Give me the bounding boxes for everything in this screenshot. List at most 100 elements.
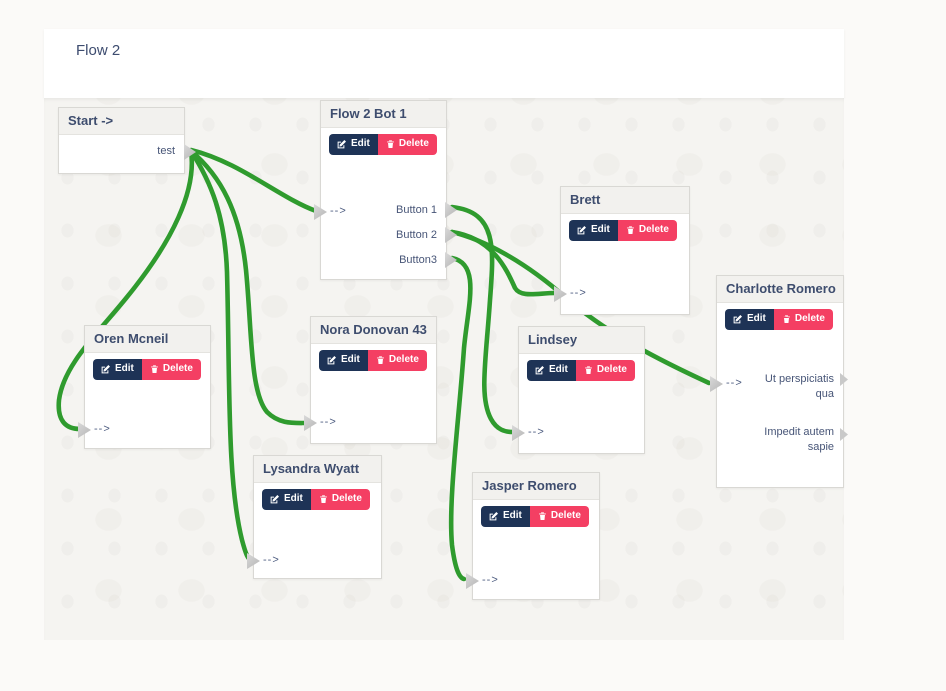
delete-button-label: Delete (398, 138, 429, 149)
input-port[interactable] (710, 376, 723, 392)
node-jasper[interactable]: Jasper Romero Edit Delete --> (466, 472, 600, 600)
input-port[interactable] (466, 573, 479, 589)
node-actions: Edit Delete (725, 309, 843, 330)
edit-button[interactable]: Edit (569, 220, 618, 241)
pencil-icon (101, 365, 110, 374)
connection-button1-lindsey[interactable] (449, 204, 516, 435)
edit-button-label: Edit (284, 493, 303, 504)
delete-button[interactable]: Delete (367, 350, 427, 371)
node-lysandra[interactable]: Lysandra Wyatt Edit Delete --> (247, 455, 382, 579)
node-title: Start -> (59, 108, 184, 135)
node-oren[interactable]: Oren Mcneil Edit Delete --> (78, 325, 211, 449)
output-port[interactable] (840, 373, 848, 386)
delete-button[interactable]: Delete (310, 489, 370, 510)
connection-test-bot1[interactable] (188, 147, 319, 214)
edit-button[interactable]: Edit (93, 359, 142, 380)
input-label: --> (726, 377, 743, 389)
trash-icon (585, 366, 592, 374)
node-bot1[interactable]: Flow 2 Bot 1 Edit Delete --> Button 1 Bu… (314, 100, 457, 280)
trash-icon (783, 315, 790, 323)
output-label: Ut perspiciatis qua (764, 373, 834, 400)
edit-button[interactable]: Edit (527, 360, 576, 381)
node-start[interactable]: Start -> test (58, 107, 196, 174)
output-label-test: test (157, 145, 175, 157)
pencil-icon (535, 366, 544, 375)
delete-button-label: Delete (794, 313, 825, 324)
edit-button-label: Edit (341, 354, 360, 365)
node-actions: Edit Delete (481, 506, 599, 527)
input-label: --> (570, 287, 587, 299)
node-actions: Edit Delete (319, 350, 436, 371)
trash-icon (387, 140, 394, 148)
input-label: --> (330, 205, 347, 217)
pencil-icon (327, 356, 336, 365)
node-brett[interactable]: Brett Edit Delete --> (554, 186, 690, 315)
edit-button[interactable]: Edit (481, 506, 530, 527)
node-title: Oren Mcneil (85, 326, 210, 353)
node-title: Charlotte Romero (717, 276, 843, 303)
input-port[interactable] (247, 553, 260, 569)
pencil-icon (733, 315, 742, 324)
output-label: Impedit autem sapie (764, 426, 834, 453)
pencil-icon (337, 140, 346, 149)
node-title: Jasper Romero (473, 473, 599, 500)
edit-button[interactable]: Edit (262, 489, 311, 510)
edit-button[interactable]: Edit (329, 134, 378, 155)
node-lindsey[interactable]: Lindsey Edit Delete --> (512, 326, 645, 454)
output-label: Button 1 (396, 204, 437, 216)
output-port[interactable] (840, 428, 848, 441)
input-port[interactable] (554, 286, 567, 302)
trash-icon (320, 495, 327, 503)
node-title: Nora Donovan 43 (311, 317, 436, 344)
input-label: --> (482, 574, 499, 586)
connection-test-oren[interactable] (56, 148, 195, 432)
node-actions: Edit Delete (527, 360, 644, 381)
node-actions: Edit Delete (93, 359, 210, 380)
delete-button-label: Delete (162, 363, 193, 374)
input-label: --> (528, 426, 545, 438)
pencil-icon (270, 495, 279, 504)
node-nora[interactable]: Nora Donovan 43 Edit Delete --> (304, 316, 437, 444)
delete-button[interactable]: Delete (377, 134, 437, 155)
output-label: Button3 (399, 254, 437, 266)
node-title: Lindsey (519, 327, 644, 354)
delete-button[interactable]: Delete (773, 309, 833, 330)
trash-icon (377, 356, 384, 364)
edit-button[interactable]: Edit (725, 309, 774, 330)
input-label: --> (320, 416, 337, 428)
delete-button[interactable]: Delete (575, 360, 635, 381)
delete-button-label: Delete (331, 493, 362, 504)
node-actions: Edit Delete (262, 489, 381, 510)
output-label: Button 2 (396, 229, 437, 241)
pencil-icon (577, 226, 586, 235)
connection-test-lysandra[interactable] (188, 148, 254, 563)
delete-button[interactable]: Delete (529, 506, 589, 527)
edit-button-label: Edit (115, 363, 134, 374)
delete-button-label: Delete (550, 510, 581, 521)
trash-icon (539, 512, 546, 520)
node-actions: Edit Delete (329, 134, 446, 155)
delete-button[interactable]: Delete (141, 359, 201, 380)
connection-test-nora[interactable] (188, 148, 308, 426)
input-label: --> (263, 554, 280, 566)
input-port[interactable] (314, 204, 327, 220)
delete-button[interactable]: Delete (617, 220, 677, 241)
input-port[interactable] (512, 425, 525, 441)
edit-button-label: Edit (549, 364, 568, 375)
delete-button-label: Delete (388, 354, 419, 365)
connection-button3-jasper[interactable] (448, 255, 473, 582)
delete-button-label: Delete (596, 364, 627, 375)
input-label: --> (94, 423, 111, 435)
edit-button[interactable]: Edit (319, 350, 368, 371)
node-title: Brett (561, 187, 689, 214)
input-port[interactable] (78, 422, 91, 438)
node-charlotte[interactable]: Charlotte Romero Edit Delete --> Ut pers… (710, 275, 848, 488)
input-port[interactable] (304, 415, 317, 431)
node-title: Lysandra Wyatt (254, 456, 381, 483)
flow-title: Flow 2 (76, 42, 121, 59)
edit-button-label: Edit (351, 138, 370, 149)
flow-header: Flow 2 (44, 29, 844, 98)
node-title: Flow 2 Bot 1 (321, 101, 446, 128)
node-actions: Edit Delete (569, 220, 689, 241)
